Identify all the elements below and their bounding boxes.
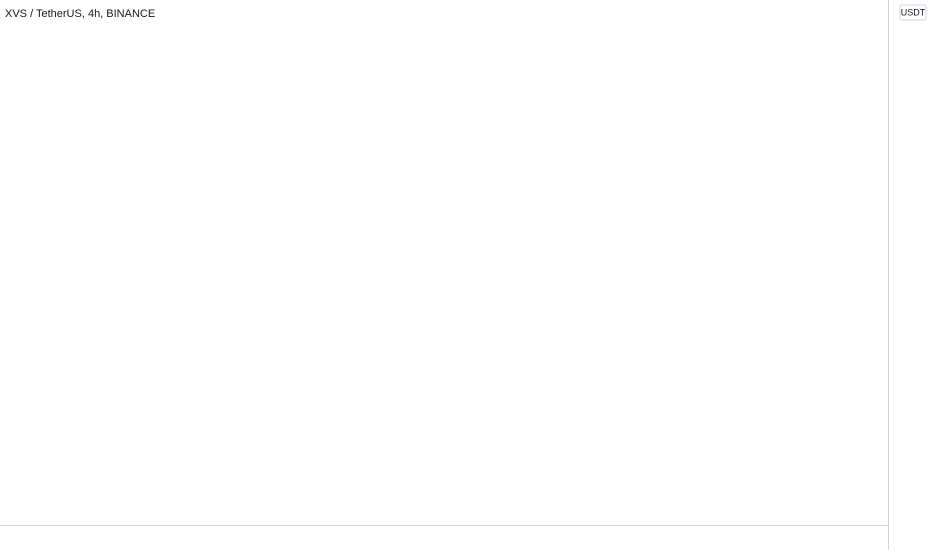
chart-title: XVS / TetherUS, 4h, BINANCE <box>5 8 155 20</box>
currency-box <box>899 4 927 21</box>
currency: USDT <box>901 7 926 17</box>
